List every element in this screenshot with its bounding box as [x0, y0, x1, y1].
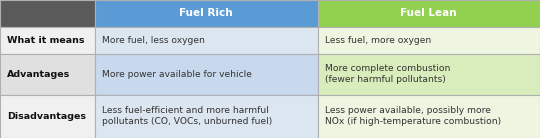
Text: What it means: What it means	[7, 36, 85, 45]
Text: More power available for vehicle: More power available for vehicle	[102, 70, 252, 79]
Bar	[318, 95, 540, 138]
Bar	[94, 95, 318, 138]
Text: Fuel Lean: Fuel Lean	[401, 8, 457, 18]
Bar	[0, 0, 94, 27]
Bar	[94, 0, 318, 27]
Text: More complete combustion
(fewer harmful pollutants): More complete combustion (fewer harmful …	[325, 64, 450, 84]
Text: Advantages: Advantages	[7, 70, 70, 79]
Bar	[0, 95, 94, 138]
Bar	[318, 54, 540, 95]
Bar	[318, 27, 540, 54]
Bar	[94, 27, 318, 54]
Bar	[94, 54, 318, 95]
Text: Disadvantages: Disadvantages	[7, 112, 86, 121]
Text: Less fuel-efficient and more harmful
pollutants (CO, VOCs, unburned fuel): Less fuel-efficient and more harmful pol…	[102, 106, 272, 126]
Text: More fuel, less oxygen: More fuel, less oxygen	[102, 36, 205, 45]
Text: Less power available, possibly more
NOx (if high-temperature combustion): Less power available, possibly more NOx …	[325, 106, 501, 126]
Text: Less fuel, more oxygen: Less fuel, more oxygen	[325, 36, 431, 45]
Bar	[0, 54, 94, 95]
Bar	[0, 27, 94, 54]
Bar	[318, 0, 540, 27]
Text: Fuel Rich: Fuel Rich	[179, 8, 233, 18]
